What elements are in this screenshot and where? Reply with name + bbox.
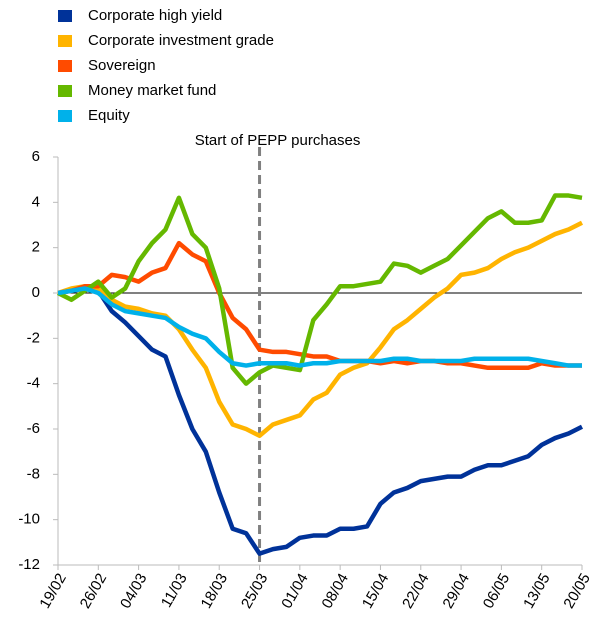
y-tick-label: -10 xyxy=(18,511,40,528)
x-tick-label: 29/04 xyxy=(439,570,472,611)
y-tick-label: -12 xyxy=(18,556,40,573)
y-tick-label: -6 xyxy=(27,420,40,437)
y-tick-label: 6 xyxy=(32,148,40,165)
x-tick-label: 01/04 xyxy=(278,570,311,611)
x-tick-label: 20/05 xyxy=(560,570,590,611)
legend-swatch xyxy=(58,10,72,22)
x-tick-label: 11/03 xyxy=(158,570,191,610)
series-line xyxy=(57,286,582,368)
x-tick-label: 18/03 xyxy=(198,570,231,611)
series-line xyxy=(57,286,584,556)
legend-label: Sovereign xyxy=(88,57,156,74)
legend-label: Money market fund xyxy=(88,82,216,99)
x-tick-label: 26/02 xyxy=(77,570,110,611)
y-tick-label: 0 xyxy=(32,284,40,301)
y-tick-label: -2 xyxy=(27,329,40,346)
y-tick-label: 2 xyxy=(32,239,40,256)
legend-label: Corporate high yield xyxy=(88,7,222,24)
legend-swatch xyxy=(58,60,72,72)
x-tick-label: 22/04 xyxy=(399,570,432,611)
x-tick-label: 04/03 xyxy=(117,570,150,611)
series-line xyxy=(57,240,582,371)
x-tick-label: 13/05 xyxy=(520,570,553,611)
x-tick-label: 25/03 xyxy=(238,570,271,611)
annotation: Start of PEPP purchases xyxy=(195,132,361,149)
y-tick-label: 4 xyxy=(32,193,40,210)
legend-swatch xyxy=(58,110,72,122)
series-line xyxy=(57,220,584,439)
legend-label: Equity xyxy=(88,107,130,124)
x-tick-label: 15/04 xyxy=(359,570,392,611)
x-tick-label: 06/05 xyxy=(480,570,513,611)
x-tick-label: 08/04 xyxy=(319,570,352,611)
legend-swatch xyxy=(58,85,72,97)
x-tick-label: 19/02 xyxy=(36,570,69,611)
y-tick-label: -4 xyxy=(27,375,40,392)
legend-label: Corporate investment grade xyxy=(88,32,274,49)
series-line xyxy=(56,193,583,386)
y-tick-label: -8 xyxy=(27,465,40,482)
legend-swatch xyxy=(58,35,72,47)
